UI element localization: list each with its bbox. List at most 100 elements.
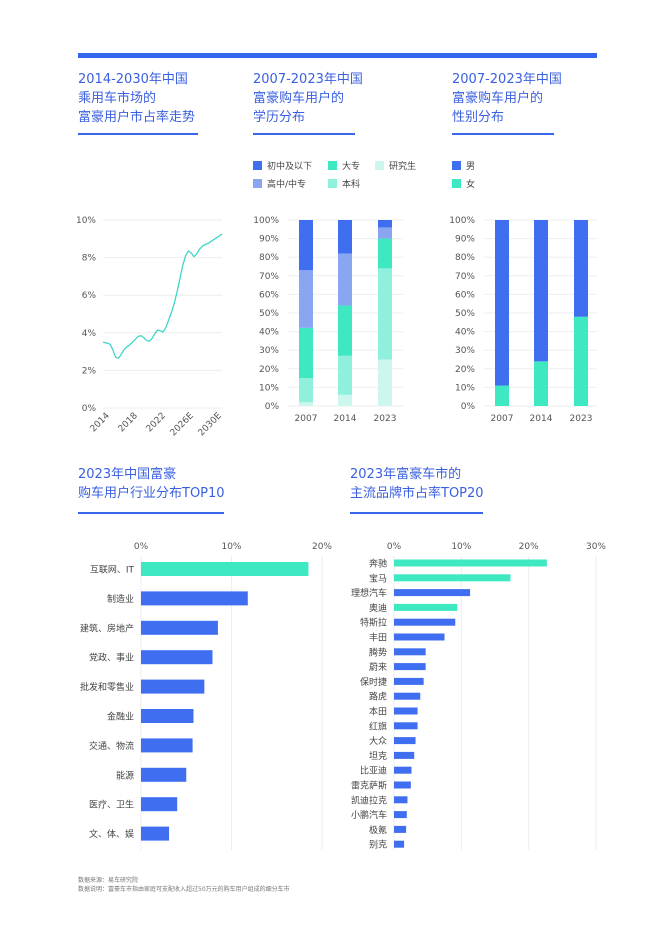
education-chart-bar-segment: [378, 359, 392, 406]
gender-chart-x-tick-label: 2007: [491, 414, 514, 424]
industry-chart-category-label: 互联网、IT: [90, 565, 135, 576]
brand-chart-bar: [394, 751, 415, 759]
line-chart-x-tick-label: 2030E: [197, 411, 225, 439]
education-chart-x-tick-label: 2007: [295, 414, 318, 424]
education-chart-y-tick-label: 80%: [259, 253, 279, 263]
education-stacked-bar-chart: 0% 10% 20% 30% 40% 50% 60% 70% 80% 90% 100% 2007 201…: [253, 216, 403, 424]
brand-chart-bar: [394, 559, 547, 567]
industry-chart-category-label: 交通、物流: [89, 740, 134, 752]
industry-chart-x-tick-label: 10%: [221, 542, 241, 552]
education-chart-y-tick-label: 40%: [259, 328, 279, 338]
brand-chart-category-label: 丰田: [369, 632, 387, 644]
legend-item-bachelor: 本科: [328, 177, 360, 190]
gender-chart-y-tick-label: 80%: [455, 253, 475, 263]
brand-chart-category-label: 路虎: [369, 691, 387, 703]
education-chart-bar-segment: [338, 220, 352, 254]
gender-chart-title-underline: [452, 133, 554, 135]
legend-item-male: 男: [452, 159, 475, 172]
gender-chart-bar-segment: [495, 220, 509, 386]
brand-chart-category-label: 理想汽车: [351, 587, 387, 599]
brand-chart-x-tick-label: 10%: [451, 542, 471, 552]
education-chart-bar-segment: [299, 378, 313, 403]
industry-chart-category-label: 能源: [116, 769, 134, 781]
industry-chart-category-label: 医疗、卫生: [89, 799, 134, 811]
industry-chart-bar: [141, 826, 170, 841]
brand-chart-bar: [394, 722, 418, 730]
industry-chart-bar: [141, 591, 248, 606]
brand-chart-category-label: 凯迪拉克: [351, 794, 387, 806]
brand-chart-category-label: 特斯拉: [360, 617, 387, 629]
brand-chart-title-underline: [350, 512, 483, 514]
brand-chart-category-label: 蔚来: [369, 661, 387, 673]
brand-chart-category-label: 坦克: [369, 751, 387, 762]
line-chart-x-tick-label: 2018: [117, 411, 140, 434]
industry-chart-title-underline: [78, 512, 224, 514]
brand-chart-bar: [394, 663, 426, 671]
brand-chart-bar: [394, 825, 407, 833]
gender-chart-y-tick-label: 90%: [455, 235, 475, 245]
gender-chart-bar-segment: [574, 316, 588, 406]
gender-stacked-bar-chart: 0% 10% 20% 30% 40% 50% 60% 70% 80% 90% 100% 2007 201…: [449, 216, 597, 424]
brand-chart-bar: [394, 811, 407, 819]
education-chart-y-tick-label: 90%: [259, 235, 279, 245]
share-trend-line-chart: 0% 2% 4% 6% 8% 10% 2014 2018 2022 2026E 2030E: [76, 216, 224, 438]
line-chart-y-tick-label: 6%: [82, 291, 97, 301]
industry-chart-bar: [141, 767, 187, 782]
industry-chart-bar: [141, 679, 205, 694]
brand-chart-x-tick-label: 30%: [586, 542, 606, 552]
line-chart-x-tick-label: 2026E: [169, 411, 197, 439]
legend-item-graduate: 研究生: [375, 159, 416, 172]
gender-chart-y-tick-label: 20%: [455, 365, 475, 375]
brand-chart-bar: [394, 603, 458, 611]
gender-chart-y-tick-label: 50%: [455, 309, 475, 319]
line-chart-title: 2014-2030年中国 乘用车市场的 富豪用户市占率走势: [78, 72, 196, 125]
education-chart-title: 2007-2023年中国 富豪购车用户的 学历分布: [253, 72, 363, 125]
brand-chart-category-label: 保时捷: [360, 676, 387, 688]
education-chart-bar-segment: [299, 327, 313, 379]
gender-chart-x-tick-label: 2023: [570, 414, 593, 424]
gender-chart-y-tick-label: 40%: [455, 328, 475, 338]
education-chart-bar-segment: [338, 253, 352, 306]
industry-chart-bar: [141, 709, 194, 723]
education-chart-x-tick-label: 2023: [374, 414, 397, 424]
line-chart-y-tick-label: 0%: [82, 404, 97, 414]
line-chart-x-tick-label: 2022: [145, 411, 168, 434]
education-chart-x-tick-label: 2014: [334, 414, 357, 424]
gender-chart-y-tick-label: 100%: [449, 216, 475, 226]
line-chart-x-tick-label: 2014: [89, 411, 112, 434]
gender-chart-bar-segment: [495, 385, 509, 406]
education-chart-bar-segment: [338, 394, 352, 406]
brand-chart-bar: [394, 648, 426, 656]
legend-item-female: 女: [452, 177, 475, 190]
brand-chart-category-label: 小鹏汽车: [351, 809, 387, 821]
gender-chart-bar-segment: [574, 220, 588, 317]
education-chart-y-tick-label: 60%: [259, 290, 279, 300]
education-chart-y-tick-label: 20%: [259, 365, 279, 375]
brand-chart-category-label: 极氪: [369, 824, 387, 836]
gender-chart-y-tick-label: 60%: [455, 290, 475, 300]
brand-chart-category-label: 宝马: [369, 572, 387, 584]
gender-chart-title: 2007-2023年中国 富豪购车用户的 性别分布: [452, 72, 562, 125]
industry-chart-category-label: 金融业: [107, 711, 134, 723]
brand-chart-bar: [394, 737, 416, 745]
line-chart-y-tick-label: 8%: [82, 254, 97, 264]
brand-chart-category-label: 奔驰: [369, 558, 387, 570]
brand-chart-title: 2023年富豪车市的 主流品牌市占率TOP20: [350, 467, 484, 501]
education-chart-bar-segment: [378, 227, 392, 239]
education-chart-y-tick-label: 50%: [259, 309, 279, 319]
brand-chart-bar: [394, 692, 421, 700]
legend-item-junior-high: 初中及以下: [253, 159, 312, 172]
brand-chart-category-label: 大众: [369, 735, 387, 747]
brand-chart-bar: [394, 677, 424, 685]
education-chart-y-tick-label: 0%: [265, 402, 280, 412]
line-chart-y-tick-label: 10%: [76, 216, 96, 226]
education-chart-y-tick-label: 70%: [259, 272, 279, 282]
education-chart-bar-segment: [378, 268, 392, 360]
brand-chart-bar: [394, 589, 471, 597]
industry-chart-category-label: 制造业: [107, 593, 134, 605]
education-chart-bar-segment: [299, 270, 313, 328]
legend-item-high-school: 高中/中专: [253, 177, 306, 190]
industry-chart-bar: [141, 797, 178, 812]
education-chart-bar-segment: [338, 305, 352, 356]
line-chart-y-tick-label: 4%: [82, 329, 97, 339]
